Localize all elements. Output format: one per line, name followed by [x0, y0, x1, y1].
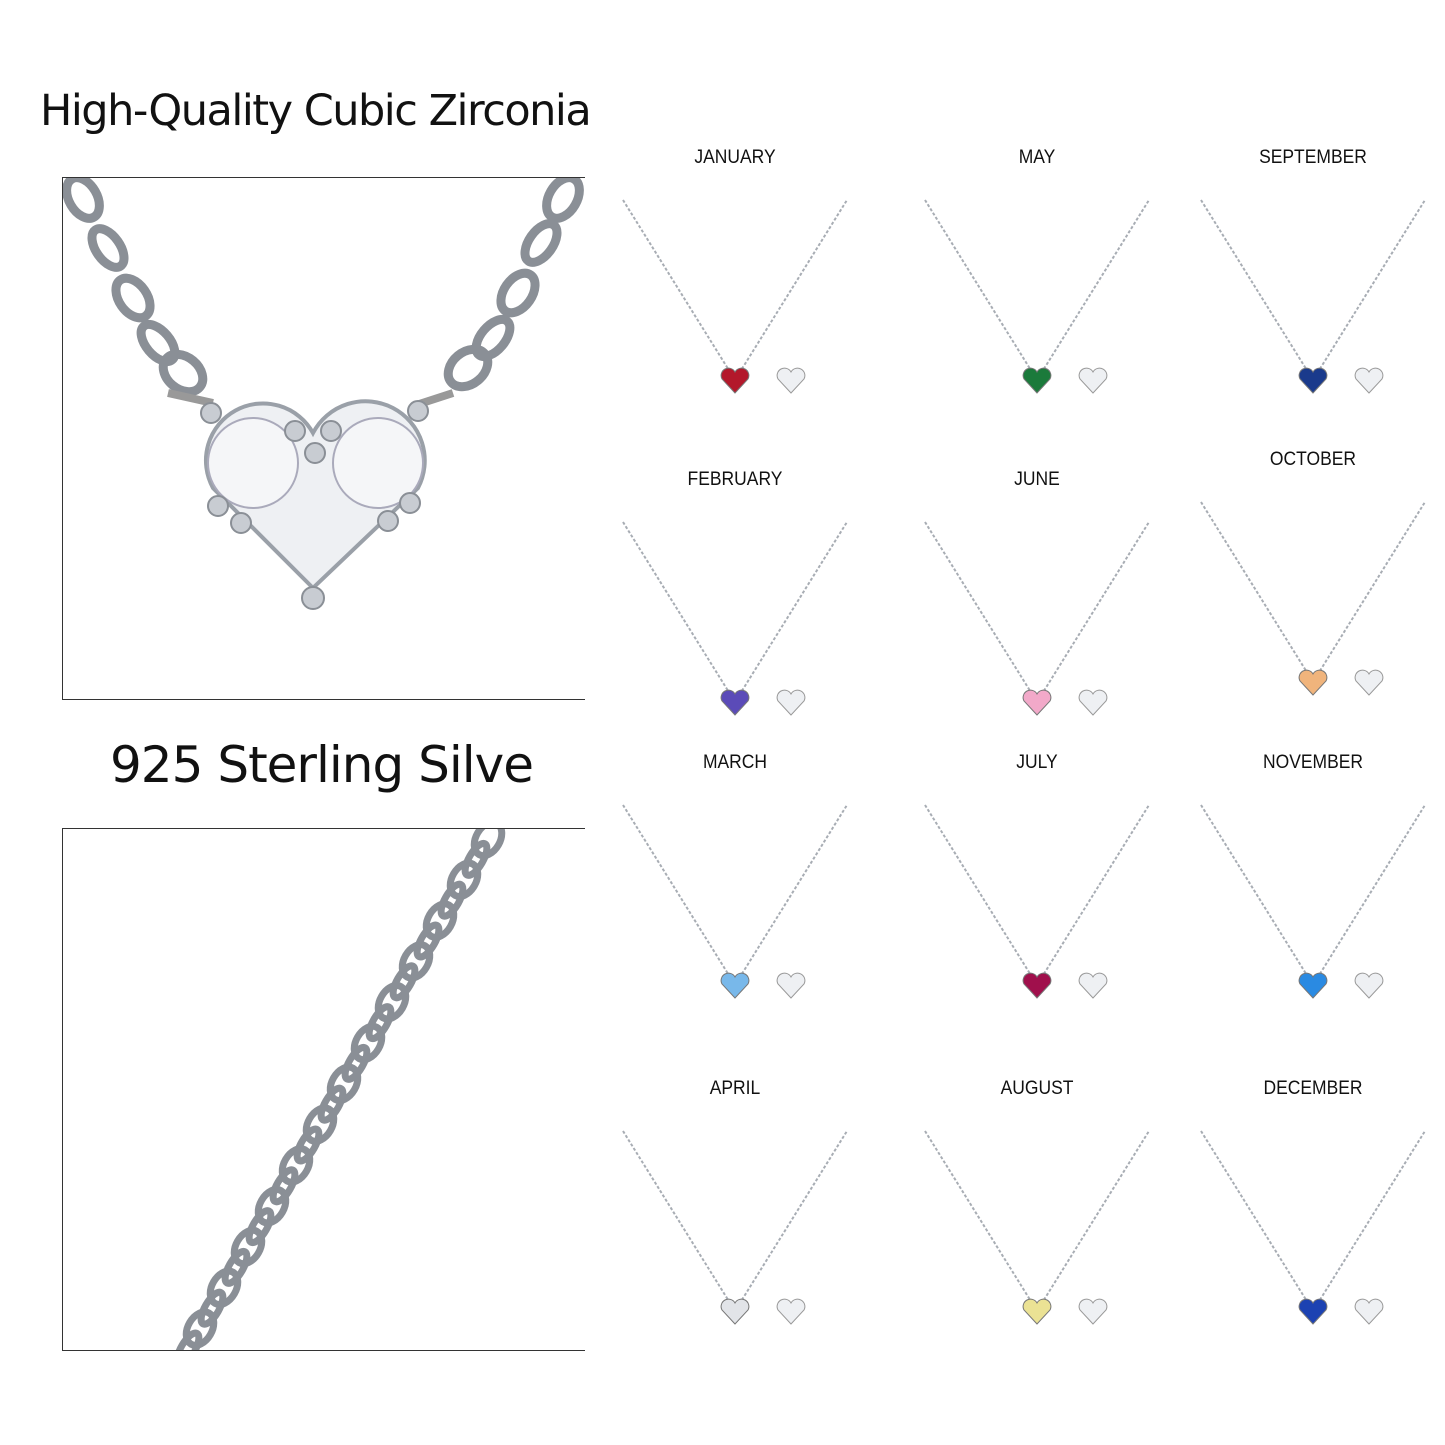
necklace-earring-image [622, 1130, 848, 1325]
earring-heart [1078, 367, 1108, 394]
month-label: MARCH [702, 752, 768, 773]
month-label: JULY [1016, 752, 1058, 773]
month-label: AUGUST [1000, 1078, 1074, 1099]
earring-heart [1354, 669, 1384, 696]
month-label: APRIL [709, 1078, 761, 1099]
month-label: NOVEMBER [1262, 752, 1364, 773]
birthstone-heart [720, 367, 750, 394]
earring-heart [1354, 1298, 1384, 1325]
necklace-earring-image [924, 521, 1150, 716]
month-label: MAY [1018, 147, 1056, 168]
month-label: DECEMBER [1263, 1078, 1363, 1099]
birthstone-heart [720, 1298, 750, 1325]
month-label: OCTOBER [1269, 449, 1357, 470]
birthstone-heart [1298, 669, 1328, 696]
birthstone-item-january: JANUARY [615, 145, 855, 405]
birthstone-item-september: SEPTEMBER [1193, 145, 1433, 405]
birthstone-heart [1022, 367, 1052, 394]
necklace-earring-image [1200, 1130, 1426, 1325]
birthstone-item-may: MAY [917, 145, 1157, 405]
earring-heart [1078, 972, 1108, 999]
necklace-earring-image [924, 199, 1150, 394]
earring-heart [1078, 1298, 1108, 1325]
necklace-earring-image [622, 199, 848, 394]
pendant-closeup-image [62, 177, 585, 700]
chain-closeup-image [62, 828, 585, 1351]
earring-heart [1354, 972, 1384, 999]
birthstone-item-february: FEBRUARY [615, 467, 855, 727]
birthstone-heart [720, 972, 750, 999]
necklace-earring-image [924, 804, 1150, 999]
birthstone-item-april: APRIL [615, 1076, 855, 1336]
birthstone-item-july: JULY [917, 750, 1157, 1010]
necklace-earring-image [1200, 804, 1426, 999]
birthstone-item-august: AUGUST [917, 1076, 1157, 1336]
birthstone-heart [1022, 689, 1052, 716]
earring-heart [1354, 367, 1384, 394]
cubic-zirconia-heading: High-Quality Cubic Zirconia [40, 86, 592, 136]
birthstone-heart [720, 689, 750, 716]
earring-heart [776, 367, 806, 394]
earring-heart [776, 1298, 806, 1325]
earring-heart [776, 689, 806, 716]
necklace-earring-image [622, 804, 848, 999]
birthstone-heart [1298, 1298, 1328, 1325]
month-label: JANUARY [694, 147, 776, 168]
necklace-earring-image [924, 1130, 1150, 1325]
birthstone-item-december: DECEMBER [1193, 1076, 1433, 1336]
birthstone-item-march: MARCH [615, 750, 855, 1010]
month-label: JUNE [1014, 469, 1060, 490]
birthstone-item-november: NOVEMBER [1193, 750, 1433, 1010]
birthstone-item-october: OCTOBER [1193, 447, 1433, 707]
necklace-earring-image [622, 521, 848, 716]
birthstone-heart [1022, 1298, 1052, 1325]
necklace-earring-image [1200, 199, 1426, 394]
necklace-earring-image [1200, 501, 1426, 696]
month-label: SEPTEMBER [1259, 147, 1367, 168]
birthstone-heart [1022, 972, 1052, 999]
month-label: FEBRUARY [687, 469, 783, 490]
earring-heart [776, 972, 806, 999]
birthstone-heart [1298, 972, 1328, 999]
birthstone-heart [1298, 367, 1328, 394]
earring-heart [1078, 689, 1108, 716]
birthstone-item-june: JUNE [917, 467, 1157, 727]
sterling-silver-heading: 925 Sterling Silve [110, 736, 534, 794]
